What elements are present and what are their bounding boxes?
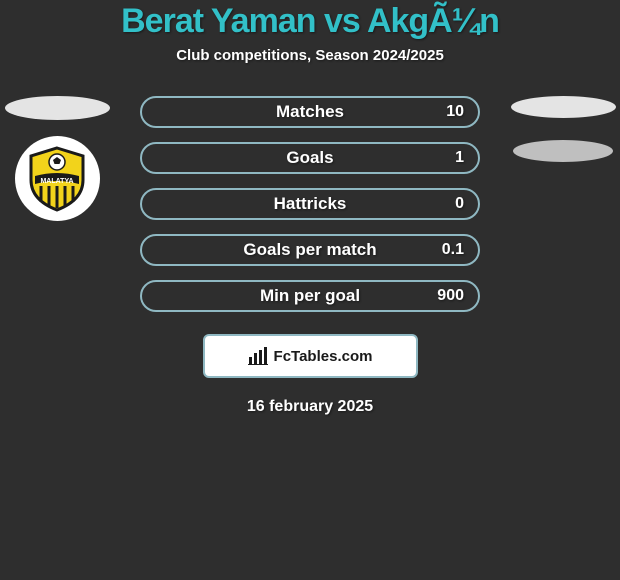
stat-value: 10 (446, 103, 464, 121)
stat-label: Goals per match (142, 240, 478, 260)
stat-value: 900 (437, 287, 464, 305)
stats-area: MALATYA Matches10Goals1Hattricks0Goals p… (0, 96, 620, 312)
brand-box[interactable]: FcTables.com (203, 334, 418, 378)
date-line: 16 february 2025 (0, 398, 620, 416)
stat-pill: Min per goal900 (140, 280, 480, 312)
bar-chart-icon (248, 347, 268, 365)
comparison-card: Berat Yaman vs AkgÃ¼n Club competitions,… (0, 0, 620, 580)
stat-label: Min per goal (142, 286, 478, 306)
player-photo-placeholder-left (5, 96, 110, 120)
subtitle: Club competitions, Season 2024/2025 (0, 47, 620, 64)
stat-pill-column: Matches10Goals1Hattricks0Goals per match… (140, 96, 480, 312)
malatya-crest-icon: MALATYA (27, 146, 87, 212)
player-photo-placeholder-right-1 (511, 96, 616, 118)
page-title: Berat Yaman vs AkgÃ¼n (0, 0, 620, 41)
player-photo-placeholder-right-2 (513, 140, 613, 162)
right-player-column (508, 96, 618, 184)
brand-text: FcTables.com (274, 348, 373, 365)
stat-label: Hattricks (142, 194, 478, 214)
stat-label: Goals (142, 148, 478, 168)
stat-pill: Goals per match0.1 (140, 234, 480, 266)
stat-value: 1 (455, 149, 464, 167)
stat-pill: Hattricks0 (140, 188, 480, 220)
stat-value: 0.1 (442, 241, 464, 259)
crest-text: MALATYA (40, 178, 73, 185)
brand-row: FcTables.com (0, 334, 620, 378)
club-badge-left: MALATYA (15, 136, 100, 221)
stat-value: 0 (455, 195, 464, 213)
stat-pill: Goals1 (140, 142, 480, 174)
stat-pill: Matches10 (140, 96, 480, 128)
left-player-column: MALATYA (2, 96, 112, 221)
stat-label: Matches (142, 102, 478, 122)
